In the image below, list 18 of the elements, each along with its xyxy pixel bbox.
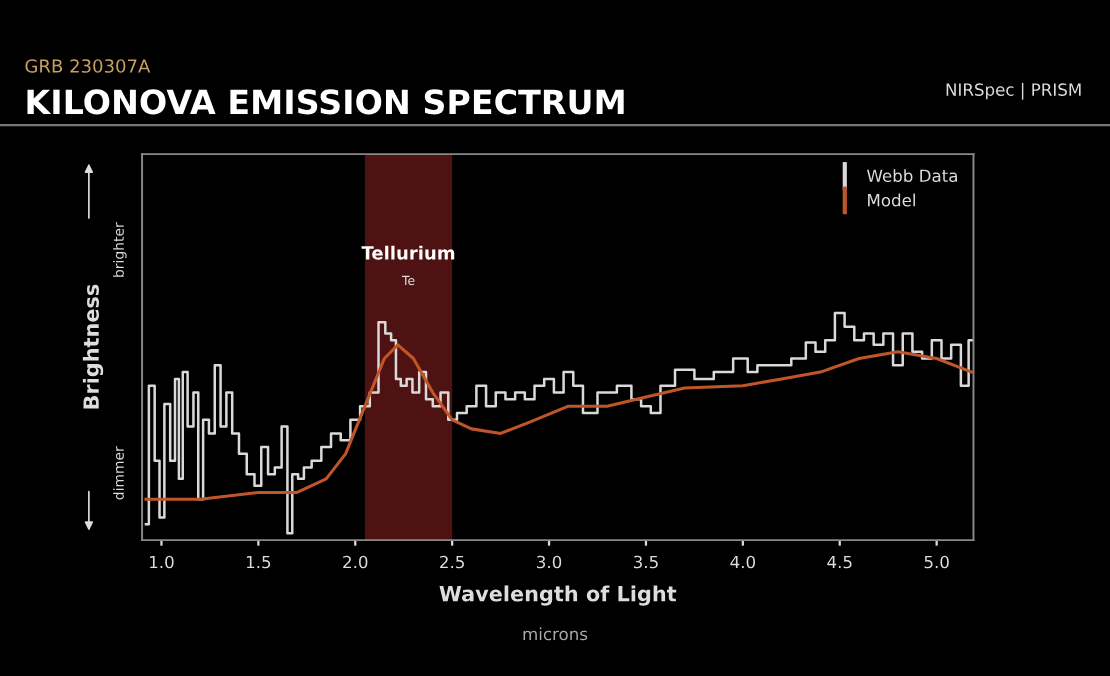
band-label: Tellurium (361, 245, 455, 260)
x-tick-label: 4.5 (827, 555, 852, 569)
legend-label: Webb Data (867, 169, 957, 183)
x-tick-label: 1.0 (150, 555, 174, 569)
x-tick-label: 4.0 (730, 555, 755, 569)
x-tick-label: 3.5 (633, 555, 658, 569)
x-tick-label: 5.0 (924, 555, 949, 569)
x-tick-label: 2.5 (440, 555, 464, 569)
text: NIRSpec | PRISM (946, 82, 1081, 100)
x-tick-label: 2.0 (343, 555, 368, 569)
x-tick-label: 3.0 (537, 555, 562, 569)
legend-label: Model (868, 193, 915, 207)
chart-subtitle: GRB 230307A (25, 59, 151, 73)
y-axis-title: Brightness (82, 284, 104, 409)
text: microns (523, 627, 588, 641)
chart-title: KILONOVA EMISSION SPECTRUM (27, 89, 624, 115)
x-tick-label: 1.5 (246, 555, 271, 569)
x-axis-title: Wavelength of Light (439, 585, 677, 606)
